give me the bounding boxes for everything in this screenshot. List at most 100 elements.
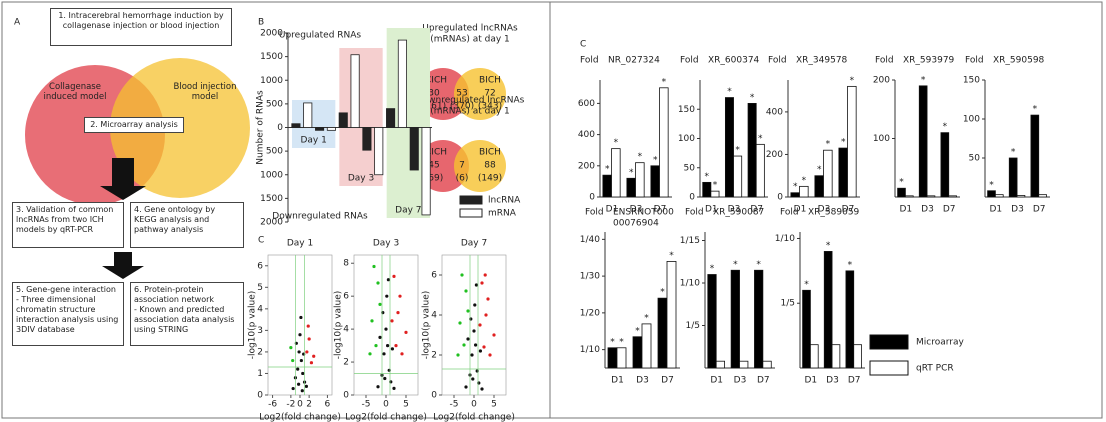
x-tick-label: D7 — [661, 376, 674, 386]
y-tick-label: 1500 — [260, 194, 283, 204]
arrow-shaft — [112, 158, 134, 186]
bar — [707, 274, 717, 369]
bar — [845, 270, 855, 369]
y-tick-label: 1/30 — [580, 272, 600, 282]
x-tick-label: D7 — [848, 376, 861, 386]
y-tick-label: 1/40 — [580, 235, 600, 245]
legend-label: Microarray — [916, 338, 964, 348]
y-tick-label: 1500 — [260, 52, 283, 62]
y-tick-label: 0 — [343, 391, 349, 401]
point — [312, 354, 316, 358]
bar — [987, 190, 996, 198]
bar — [897, 187, 906, 198]
point — [291, 386, 295, 391]
chart-title: XR_590087 — [713, 208, 764, 218]
y-axis-label: Fold — [768, 56, 787, 66]
y-tick-label: 200 — [873, 76, 890, 86]
x-tick-label: -5 — [450, 400, 459, 410]
data-label: * — [817, 165, 822, 175]
bar — [810, 344, 819, 369]
data-label: * — [735, 146, 740, 156]
category-label: Day 7 — [395, 206, 421, 216]
data-label: * — [826, 140, 831, 150]
point — [404, 330, 408, 335]
point — [472, 329, 476, 333]
point — [385, 294, 389, 298]
x-tick-label: D1 — [990, 205, 1003, 215]
bar — [823, 149, 833, 198]
x-tick-label: D7 — [943, 205, 956, 215]
bar — [762, 360, 772, 369]
y-axis-label: Number of RNAs — [256, 90, 266, 165]
point — [382, 352, 386, 356]
venn-circle — [454, 140, 506, 192]
bar — [831, 344, 841, 369]
legend-label: lncRNA — [488, 196, 521, 206]
x-axis-label: Log2(fold change) — [345, 413, 427, 422]
point — [299, 315, 303, 320]
x-tick-label: D3 — [818, 205, 831, 215]
data-label: * — [943, 122, 948, 132]
point — [462, 343, 466, 347]
venn-count: 30 — [428, 89, 440, 99]
data-label: * — [848, 260, 853, 270]
y-axis-label: Fold — [680, 56, 699, 66]
point — [376, 281, 380, 285]
y-tick-label: 6 — [343, 292, 349, 302]
point — [466, 309, 470, 313]
bar — [948, 195, 957, 198]
y-tick-label: 1/20 — [580, 308, 600, 318]
bar — [635, 162, 645, 198]
data-label: * — [1011, 148, 1016, 158]
bar — [303, 102, 313, 128]
venn-count: 7 — [459, 161, 465, 171]
point — [480, 387, 484, 391]
point — [464, 289, 468, 293]
y-tick-label: 1000 — [260, 76, 283, 86]
y-axis-label: -log10(p value) — [334, 291, 344, 360]
bar — [755, 143, 765, 198]
y-axis-label: Fold — [780, 208, 799, 218]
bar — [1038, 194, 1047, 198]
legend-swatch — [869, 360, 909, 376]
point — [299, 358, 303, 363]
x-tick-label: D7 — [842, 205, 855, 215]
step-box: 3. Validation of common lncRNAs from two… — [12, 202, 124, 248]
x-tick-label: 5 — [491, 400, 497, 410]
venn-title: (mRNAs) at day 1 — [430, 35, 510, 45]
plot-frame — [441, 254, 507, 396]
data-label: * — [705, 172, 710, 182]
x-tick-label: D1 — [900, 205, 913, 215]
x-tick-label: D3 — [734, 376, 747, 386]
bar — [905, 195, 914, 198]
y-tick-label: 1/15 — [680, 236, 700, 246]
bar — [1008, 157, 1018, 198]
bar — [790, 192, 800, 198]
point — [394, 343, 398, 348]
point — [374, 343, 378, 348]
point — [390, 319, 394, 323]
bar — [799, 185, 809, 198]
point — [300, 389, 304, 393]
point — [486, 297, 490, 301]
y-tick-label: 1/5 — [781, 299, 795, 309]
y-tick-label: 100 — [678, 134, 695, 144]
y-tick-label: 0 — [689, 193, 695, 203]
legend-swatch — [869, 334, 909, 350]
y-axis-label: Fold — [685, 208, 704, 218]
x-tick-label: D3 — [1011, 205, 1024, 215]
bar — [350, 54, 360, 128]
y-tick-label: 50 — [684, 163, 696, 173]
chart-title: XR_600374 — [708, 56, 760, 66]
bar — [616, 347, 627, 369]
data-label: * — [804, 280, 809, 290]
x-tick-label: D3 — [826, 376, 839, 386]
x-tick-label: 6 — [325, 400, 331, 410]
bar — [995, 194, 1004, 198]
bar — [1016, 195, 1026, 198]
point — [492, 333, 496, 337]
bar — [397, 39, 407, 128]
venn-mrna: (149) — [478, 174, 502, 184]
data-label: * — [989, 180, 994, 190]
